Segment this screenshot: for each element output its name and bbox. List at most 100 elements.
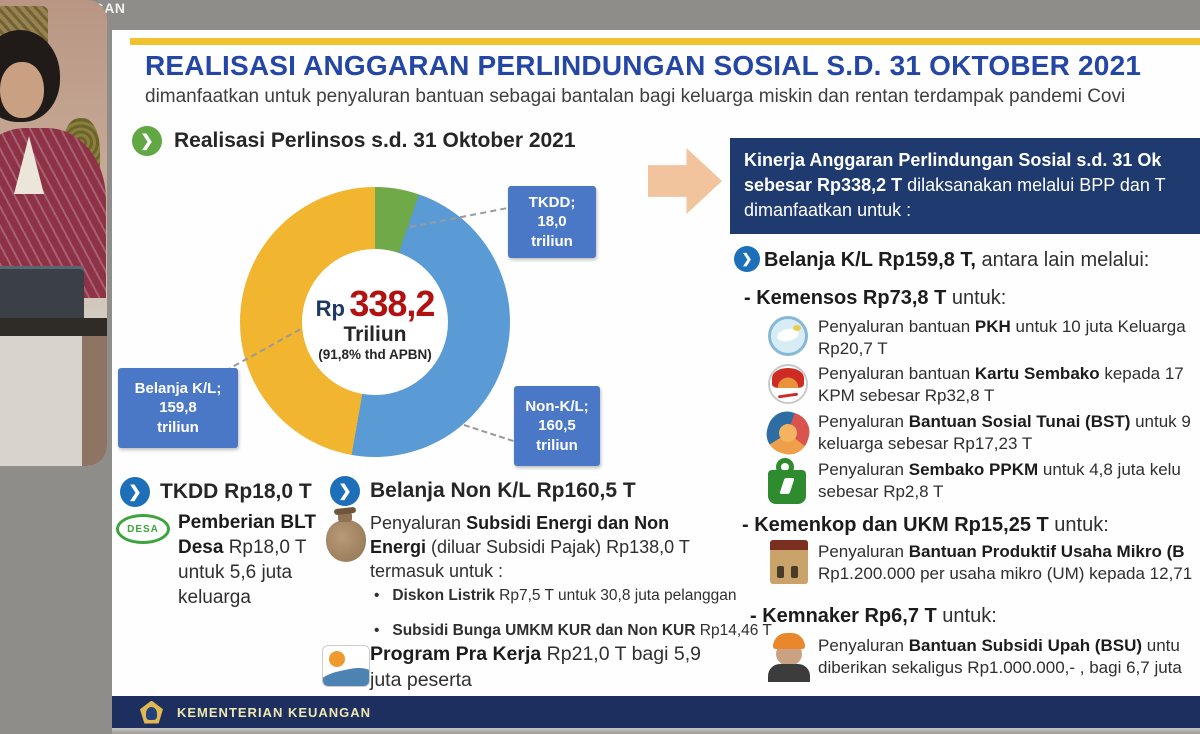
kemenkeu-logo-icon xyxy=(140,700,163,724)
prakerja-bold: Program Pra Kerja xyxy=(370,643,542,665)
laptop xyxy=(0,266,84,324)
tkdd-body-rest: Rp18,0 T untuk 5,6 juta keluarga xyxy=(178,537,307,609)
arrow-icon xyxy=(648,148,722,214)
kinerja-line2-bold: sebesar Rp338,2 T xyxy=(744,174,903,195)
donut-center-label: Rp 338,2 Triliun (91,8% thd APBN) xyxy=(302,249,448,395)
bpum-pre: Penyaluran xyxy=(818,542,909,561)
tkdd-heading: TKDD Rp18,0 T xyxy=(160,480,312,503)
bullet2-rest: Rp14,46 T xyxy=(695,622,772,639)
kemenkop-bold: - Kemenkop dan UKM Rp15,25 T xyxy=(742,514,1049,536)
pkh-icon xyxy=(768,316,808,356)
donut-chart: Rp 338,2 Triliun (91,8% thd APBN) xyxy=(240,187,510,457)
bullet-diskon-listrik: • Diskon Listrik Rp7,5 T untuk 30,8 juta… xyxy=(374,587,736,605)
belanja-label-line: 159,8 xyxy=(159,399,197,417)
bullet2-bold: Subsidi Bunga UMKM KUR dan Non KUR xyxy=(392,622,696,639)
sembako-rest: kepada 17 xyxy=(1099,364,1184,383)
sembako-ppkm-icon xyxy=(768,458,806,504)
kemensos-rest: untuk: xyxy=(946,287,1007,309)
nonkl-label-line: triliun xyxy=(536,436,578,454)
bsu-worker-icon xyxy=(768,633,810,682)
center-prefix: Rp xyxy=(315,295,345,321)
prakerja-rest: Rp21,0 T bagi 5,9 juta peserta xyxy=(370,643,701,691)
bullet1-bold: Diskon Listrik xyxy=(392,587,495,604)
nonkl-label-line: 160,5 xyxy=(538,417,576,435)
chevron-icon xyxy=(132,126,162,156)
kinerja-line1: Kinerja Anggaran Perlindungan Sosial s.d… xyxy=(744,150,1162,170)
ppkm-pre: Penyaluran xyxy=(818,460,909,479)
sembako-pre: Penyaluran bantuan xyxy=(818,364,975,383)
nonkl-heading: Belanja Non K/L Rp160,5 T xyxy=(370,479,636,502)
screen-bottom-strip xyxy=(112,728,1200,734)
bpum-line2: Rp1.200.000 per usaha mikro (UM) kepada … xyxy=(818,564,1193,584)
center-note: (91,8% thd APBN) xyxy=(318,346,432,362)
tkdd-body: Pemberian BLT Desa Rp18,0 T untuk 5,6 ju… xyxy=(178,510,338,610)
tkdd-body-bold: Pemberian BLT Desa xyxy=(178,512,316,559)
subsidi-pre: Penyaluran xyxy=(370,513,467,533)
item-sembako-ppkm: Penyaluran Sembako PPKM untuk 4,8 juta k… xyxy=(818,459,1200,503)
belanja-kl-heading: Belanja K/L Rp159,8 T, antara lain melal… xyxy=(764,249,1149,272)
pkh-rest: untuk 10 juta Keluarga xyxy=(1010,317,1186,336)
kemensos-bold: - Kemensos Rp73,8 T xyxy=(744,287,947,309)
desa-logo-text: DESA xyxy=(127,523,159,535)
center-unit: Triliun xyxy=(343,322,407,346)
subsidi-energi-text: Penyaluran Subsidi Energi dan Non Energi… xyxy=(370,512,718,583)
chevron-icon xyxy=(120,477,150,507)
bst-icon xyxy=(761,406,815,460)
wood-pillar xyxy=(82,336,107,466)
belanja-kl-bold: Belanja K/L Rp159,8 T, xyxy=(764,249,976,271)
slide-top-accent-bar xyxy=(130,38,1200,45)
bullet1-rest: Rp7,5 T untuk 30,8 juta pelanggan xyxy=(494,587,737,604)
bst-bold: Bantuan Sosial Tunai (BST) xyxy=(908,412,1131,431)
subsidi-bold: Subsidi Energi dan Non Energi xyxy=(370,513,670,557)
leader-line-nonkl xyxy=(463,424,514,443)
item-pkh: Penyaluran bantuan PKH untuk 10 juta Kel… xyxy=(818,316,1200,360)
presenter-face xyxy=(0,62,44,118)
bst-pre: Penyaluran xyxy=(818,412,909,431)
tkdd-label-line: triliun xyxy=(531,232,573,250)
slide-title: REALISASI ANGGARAN PERLINDUNGAN SOSIAL S… xyxy=(145,50,1142,81)
item-bsu: Penyaluran Bantuan Subsidi Upah (BSU) un… xyxy=(818,635,1200,679)
pkh-line2: Rp20,7 T xyxy=(818,339,888,359)
belanja-label-line: Belanja K/L; xyxy=(134,379,222,397)
slide-subtitle: dimanfaatkan untuk penyaluran bantuan se… xyxy=(145,86,1126,107)
center-value: 338,2 xyxy=(349,282,435,324)
kemnaker-rest: untuk: xyxy=(936,605,997,627)
label-box-tkdd: TKDD; 18,0 triliun xyxy=(508,186,596,258)
footer-text: KEMENTERIAN KEUANGAN xyxy=(177,704,372,720)
chart-section-title: Realisasi Perlinsos s.d. 31 Oktober 2021 xyxy=(174,129,576,152)
bullet-glyph: • xyxy=(374,622,380,639)
bsu-pre: Penyaluran xyxy=(818,636,909,655)
item-bst: Penyaluran Bantuan Sosial Tunai (BST) un… xyxy=(818,411,1200,455)
prakerja-text: Program Pra Kerja Rp21,0 T bagi 5,9 juta… xyxy=(370,642,710,693)
bullet-glyph: • xyxy=(374,587,380,604)
pkh-pre: Penyaluran bantuan xyxy=(818,317,975,336)
bsu-rest: untu xyxy=(1142,636,1180,655)
kinerja-line3: dimanfaatkan untuk : xyxy=(744,199,912,220)
label-box-non-kl: Non-K/L; 160,5 triliun xyxy=(514,386,600,466)
desa-logo: DESA xyxy=(116,514,170,544)
belanja-label-line: triliun xyxy=(157,418,199,436)
tkdd-label-line: TKDD; xyxy=(528,193,576,211)
subsidi-rest: (diluar Subsidi Pajak) Rp138,0 T termasu… xyxy=(370,536,690,581)
kemensos-heading: - Kemensos Rp73,8 T untuk: xyxy=(744,287,1006,310)
kemnaker-heading: - Kemnaker Rp6,7 T untuk: xyxy=(750,605,997,628)
kinerja-callout-box: Kinerja Anggaran Perlindungan Sosial s.d… xyxy=(730,138,1200,234)
bsu-bold: Bantuan Subsidi Upah (BSU) xyxy=(908,636,1143,655)
ppkm-bold: Sembako PPKM xyxy=(908,460,1039,479)
bst-rest: untuk 9 xyxy=(1130,412,1191,431)
lower-wall xyxy=(0,336,82,466)
nonkl-label-line: Non-K/L; xyxy=(525,397,589,415)
kinerja-line2-rest: dilaksanakan melalui BPP dan T xyxy=(902,174,1166,195)
slide-footer: KEMENTERIAN KEUANGAN xyxy=(112,696,1200,728)
bpum-icon xyxy=(770,540,808,584)
sembako-line2: KPM sebesar Rp32,8 T xyxy=(818,386,995,406)
kartu-sembako-icon xyxy=(768,364,808,404)
bpum-bold: Bantuan Produktif Usaha Mikro (B xyxy=(908,542,1185,561)
pkh-bold: PKH xyxy=(974,317,1011,336)
sembako-bold: Kartu Sembako xyxy=(974,364,1100,383)
label-box-belanja-kl: Belanja K/L; 159,8 triliun xyxy=(118,368,238,448)
bst-line2: keluarga sebesar Rp17,23 T xyxy=(818,434,1033,454)
chevron-icon xyxy=(734,246,760,272)
kemenkop-rest: untuk: xyxy=(1048,514,1109,536)
chevron-icon xyxy=(330,476,360,506)
